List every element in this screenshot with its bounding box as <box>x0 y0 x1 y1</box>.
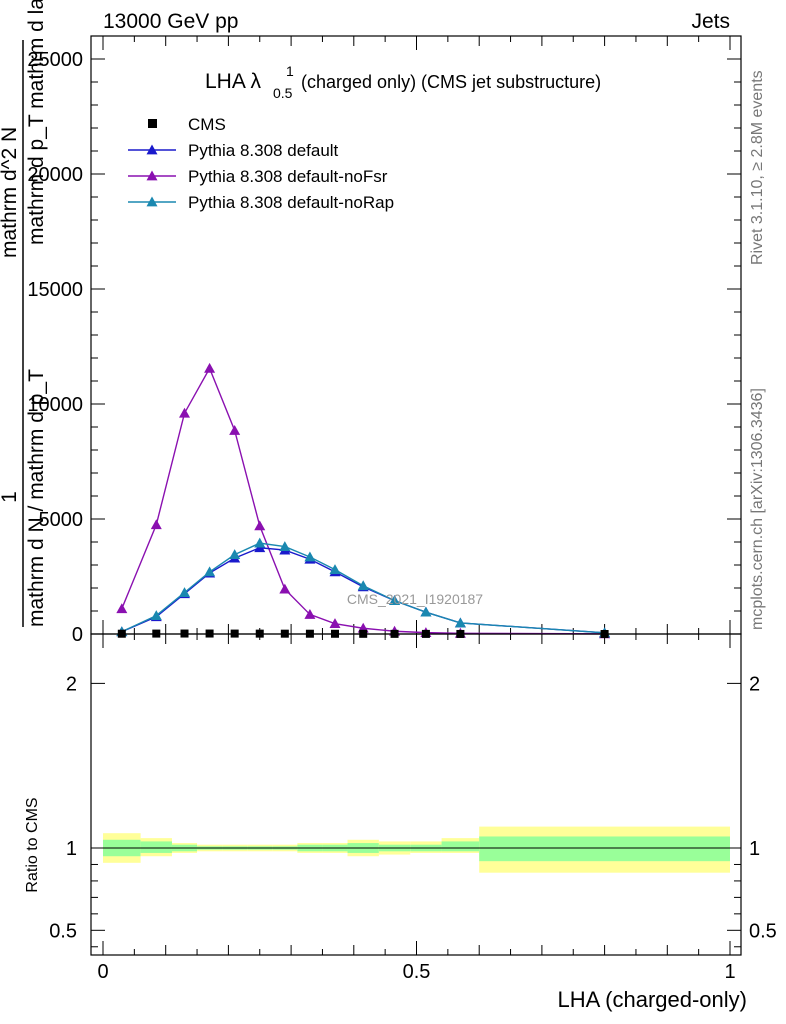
ratio-frame <box>90 633 742 956</box>
ratio-y-tick-label-left: 2 <box>66 673 77 695</box>
ratio-y-tick-label-left: 1 <box>66 838 77 860</box>
data-point <box>229 424 241 435</box>
ratio-ylabel: Ratio to CMS <box>24 797 41 892</box>
ratio-plot: 0 0.5 1 0.5 0.5 1 1 2 2 <box>49 633 777 983</box>
series-pythia-8-308-default-norap <box>116 537 611 638</box>
data-point <box>150 610 162 620</box>
data-point <box>254 520 266 531</box>
mcplots-label: mcplots.cern.ch [arXiv:1306.3436] <box>749 388 766 630</box>
data-point <box>179 407 191 418</box>
x-tick-label: 0 <box>97 961 108 983</box>
ratio-y-tick-label-left: 0.5 <box>49 920 77 942</box>
ylabel-numerator: 1 <box>0 491 21 503</box>
data-point <box>204 362 216 373</box>
data-point <box>279 583 291 594</box>
data-point <box>204 566 216 577</box>
data-point <box>229 549 241 560</box>
ylabel-denominator: mathrm d N / mathrm d p_T <box>25 369 48 627</box>
ratio-y-tick-label-right: 0.5 <box>749 920 777 942</box>
ratio-y-tick-label-right: 2 <box>749 673 760 695</box>
rivet-label: Rivet 3.1.10, ≥ 2.8M events <box>749 70 766 265</box>
ratio-bands <box>103 826 730 873</box>
plot-title: LHA λ 1 0.5 (charged only) (CMS jet subs… <box>205 63 601 101</box>
data-point <box>304 551 316 562</box>
main-y-tick-label: 20000 <box>27 164 83 186</box>
ylabel-rhs-numerator: mathrm d^2 N <box>0 127 21 258</box>
series-line <box>121 366 605 635</box>
title-rest: (charged only) (CMS jet substructure) <box>301 72 601 92</box>
ylabel-rhs-denominator: mathrm d p_T mathrm d lambda <box>25 0 48 245</box>
x-tick-label: 0.5 <box>403 961 431 983</box>
main-y-tick-label: 25000 <box>27 49 83 71</box>
x-tick-label: 1 <box>724 961 735 983</box>
legend-marker <box>146 196 158 207</box>
main-y-tick-label: 10000 <box>27 394 83 416</box>
ratio-inner-band <box>479 836 730 862</box>
legend-marker <box>146 144 158 155</box>
data-point <box>329 618 341 629</box>
legend-label: Pythia 8.308 default-noFsr <box>188 167 388 186</box>
ratio-inner-band <box>441 841 480 852</box>
main-y-tick-label: 0 <box>72 624 83 646</box>
data-point <box>304 608 316 619</box>
legend-label: Pythia 8.308 default-noRap <box>188 193 394 212</box>
legend-marker <box>148 119 157 128</box>
data-point <box>254 537 266 548</box>
main-ylabel: 1 mathrm d N / mathrm d p_T mathrm d^2 N… <box>0 0 48 627</box>
series-line <box>121 542 605 634</box>
legend-label: CMS <box>188 115 226 134</box>
x-axis-label: LHA (charged-only) <box>557 987 747 1012</box>
data-point <box>150 519 162 530</box>
data-point <box>179 587 191 597</box>
data-point <box>357 580 369 591</box>
watermark: CMS_2021_I1920187 <box>347 591 483 607</box>
header-left: 13000 GeV pp <box>103 10 238 33</box>
main-y-tick-label: 15000 <box>27 279 83 301</box>
data-point <box>116 603 128 614</box>
data-point <box>279 541 291 551</box>
main-y-tick-label: 5000 <box>39 509 84 531</box>
ratio-inner-band <box>140 841 172 853</box>
main-plot: 0 5000 10000 15000 20000 25000 <box>27 35 742 646</box>
legend-entry: Pythia 8.308 default <box>128 141 339 160</box>
data-point <box>420 606 432 617</box>
data-point <box>389 595 401 606</box>
ratio-y-tick-label-right: 1 <box>749 838 760 860</box>
legend-entry: Pythia 8.308 default-noFsr <box>128 167 388 186</box>
data-point <box>454 617 466 628</box>
title-main: LHA λ <box>205 70 262 93</box>
title-sub: 0.5 <box>273 85 293 101</box>
legend-marker <box>146 170 158 181</box>
data-point <box>329 564 341 574</box>
legend: CMS Pythia 8.308 default Pythia 8.308 defa… <box>128 115 394 212</box>
legend-entry: Pythia 8.308 default-noRap <box>128 193 394 212</box>
legend-entry: CMS <box>148 115 226 134</box>
legend-label: Pythia 8.308 default <box>188 141 339 160</box>
title-sup: 1 <box>286 63 294 79</box>
header-right: Jets <box>691 10 730 33</box>
